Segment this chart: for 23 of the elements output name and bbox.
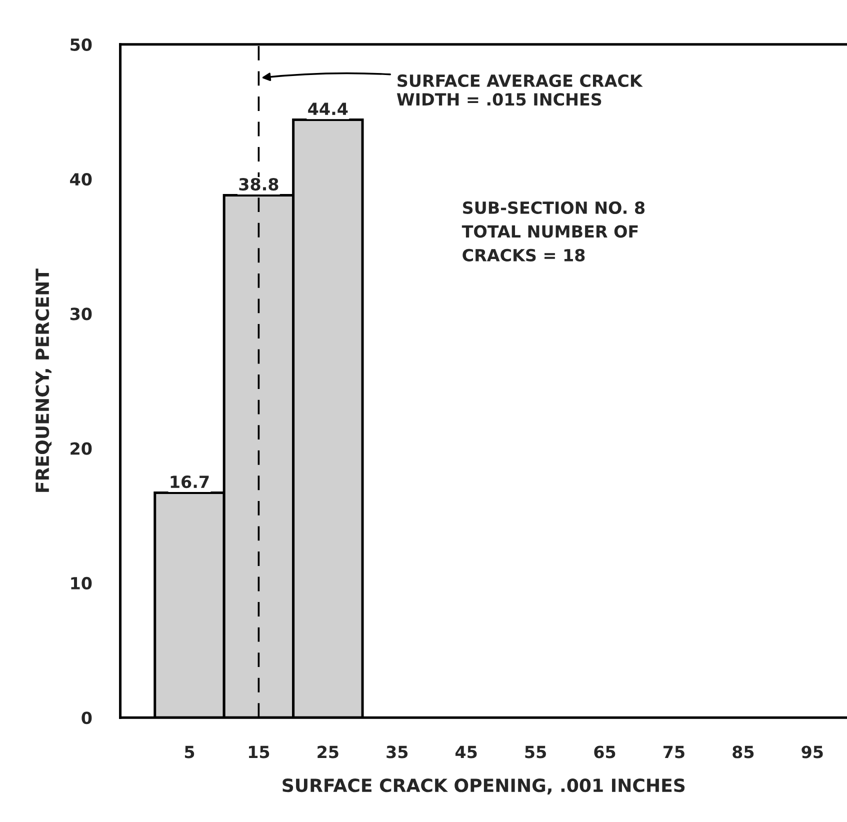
data-label: 44.4 (308, 102, 348, 115)
x-tick-label: 95 (802, 746, 823, 758)
y-tick-label: 10 (71, 576, 92, 590)
x-tick-label: 85 (732, 746, 754, 758)
data-label: 38.8 (239, 178, 278, 191)
data-label: 16.7 (170, 476, 209, 488)
y-tick-label: 50 (70, 38, 92, 51)
x-tick-label: 35 (386, 746, 408, 758)
y-tick-label: 30 (70, 308, 92, 320)
y-tick-label: 0 (82, 712, 92, 724)
x-tick-label: 55 (525, 746, 546, 758)
x-tick-label: 75 (663, 746, 684, 758)
x-tick-label: 45 (455, 746, 477, 758)
y-tick-label: 40 (70, 172, 92, 186)
x-tick-label: 25 (318, 746, 338, 758)
y-axis-title: FREQUENCY, PERCENT (35, 268, 52, 492)
x-axis-title: SURFACE CRACK OPENING, .001 INCHES (282, 778, 685, 794)
x-tick-label: 65 (594, 746, 616, 758)
annotation: SURFACE AVERAGE CRACK WIDTH = .015 INCHES (396, 74, 643, 106)
y-tick-label: 20 (70, 442, 92, 455)
x-tick-label: 15 (248, 746, 270, 758)
annotation: SUB-SECTION NO. 8 TOTAL NUMBER OF CRACKS = 18 (462, 201, 645, 262)
x-tick-label: 5 (184, 746, 194, 758)
